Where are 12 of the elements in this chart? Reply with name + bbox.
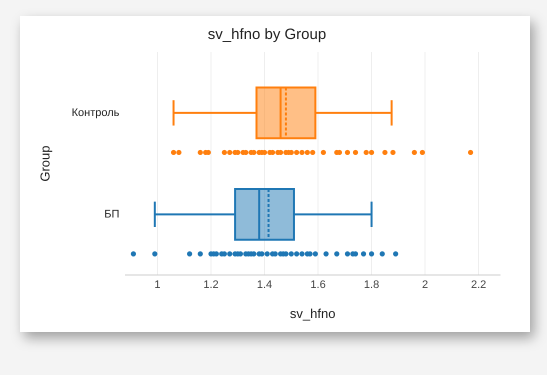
y-tick-label: Контроль xyxy=(72,106,120,119)
x-tick-label: 1.2 xyxy=(203,278,219,291)
y-tick-label: БП xyxy=(104,208,120,220)
x-tick-label: 2 xyxy=(422,278,428,291)
chart-title: sv_hfno by Group xyxy=(208,26,326,44)
y-axis-title: Group xyxy=(37,146,52,182)
x-tick-label: 1.4 xyxy=(256,278,272,291)
x-tick-label: 2.2 xyxy=(470,278,486,291)
x-axis-title: sv_hfno xyxy=(290,306,336,321)
x-tick-label: 1.6 xyxy=(310,278,326,291)
x-tick-label: 1 xyxy=(154,278,161,291)
x-tick-label: 1.8 xyxy=(364,278,380,291)
